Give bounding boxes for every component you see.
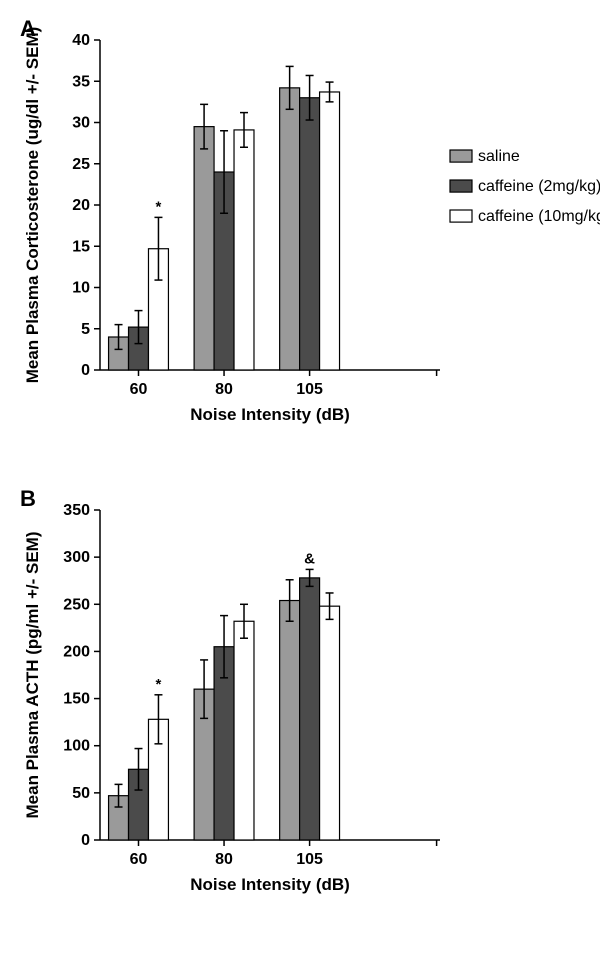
- ytick-label: 40: [72, 32, 90, 49]
- xtick-label: 105: [296, 381, 323, 398]
- ytick-label: 20: [72, 197, 90, 214]
- chart-wrap: 0 5 10 15 20 25 30 35 40 Mean Plasma Corticostero…: [0, 10, 600, 450]
- xtick-label: 80: [215, 851, 233, 868]
- ytick-label: 35: [72, 73, 90, 90]
- ytick-label: 300: [63, 549, 90, 566]
- ytick-label: 0: [81, 362, 90, 379]
- bar-105-0: [280, 88, 300, 370]
- ytick-label: 150: [63, 691, 90, 708]
- xtick-label: 105: [296, 851, 323, 868]
- xtick-label: 60: [130, 381, 148, 398]
- xtick-label: 60: [130, 851, 148, 868]
- bar-105-0: [280, 601, 300, 840]
- legend-swatch: [450, 180, 472, 192]
- xtick-label: 80: [215, 381, 233, 398]
- x-axis-title: Noise Intensity (dB): [190, 405, 350, 424]
- y-axis-title: Mean Plasma Corticosterone (ug/dl +/- SE…: [23, 27, 42, 384]
- y-axis-title: Mean Plasma ACTH (pg/ml +/- SEM): [23, 532, 42, 819]
- annotation: *: [156, 198, 162, 215]
- ytick-label: 10: [72, 280, 90, 297]
- bar-80-2: [234, 130, 254, 370]
- legend-label: caffeine (10mg/kg): [478, 208, 600, 225]
- ytick-label: 0: [81, 832, 90, 849]
- ytick-label: 250: [63, 596, 90, 613]
- bar-105-1: [300, 578, 320, 840]
- panel-B: B050100150200250300350Mean Plasma ACTH (…: [0, 480, 600, 920]
- annotation: &: [304, 550, 315, 567]
- ytick-label: 100: [63, 738, 90, 755]
- bar-105-1: [300, 98, 320, 370]
- ytick-label: 50: [72, 785, 90, 802]
- chart-wrap: 0 50 100 150 200 250 300 350 Mean Plasma ACTH (p…: [0, 480, 600, 920]
- legend-swatch: [450, 210, 472, 222]
- ytick-label: 25: [72, 156, 90, 173]
- chart-A: 0 5 10 15 20 25 30 35 40 Mean Plasma Corticostero…: [0, 10, 600, 450]
- chart-B: 0 50 100 150 200 250 300 350 Mean Plasma ACTH (p…: [0, 480, 480, 920]
- panel-A: A0510152025303540Mean Plasma Corticoster…: [0, 10, 600, 450]
- ytick-label: 5: [81, 321, 90, 338]
- x-axis-title: Noise Intensity (dB): [190, 875, 350, 894]
- legend-label: caffeine (2mg/kg): [478, 178, 600, 195]
- bar-105-2: [320, 92, 340, 370]
- bar-105-2: [320, 606, 340, 840]
- ytick-label: 30: [72, 115, 90, 132]
- bar-80-0: [194, 127, 214, 370]
- legend-label: saline: [478, 148, 520, 165]
- bar-80-2: [234, 621, 254, 840]
- annotation: *: [156, 676, 162, 693]
- legend-swatch: [450, 150, 472, 162]
- ytick-label: 15: [72, 238, 90, 255]
- ytick-label: 200: [63, 643, 90, 660]
- ytick-label: 350: [63, 502, 90, 519]
